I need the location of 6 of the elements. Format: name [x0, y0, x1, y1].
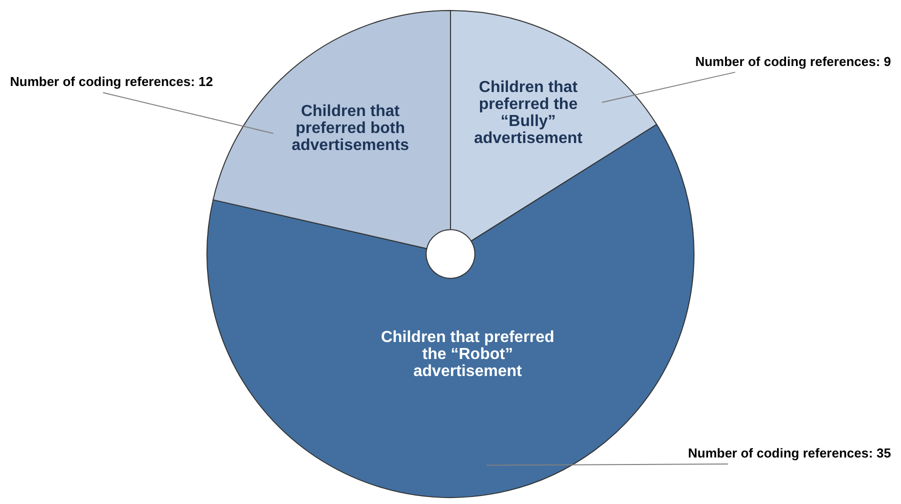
data-label: Number of coding references: 35 [688, 446, 891, 461]
data-label: Number of coding references: 9 [695, 54, 892, 69]
slice-label: Children that preferred both advertisements [292, 102, 410, 154]
data-label: Number of coding references: 12 [10, 74, 213, 90]
slice-label: Children that preferred the “Bully” advertisement [474, 79, 584, 148]
slice-label: Children that preferred the “Robot” advertisement [380, 329, 554, 380]
